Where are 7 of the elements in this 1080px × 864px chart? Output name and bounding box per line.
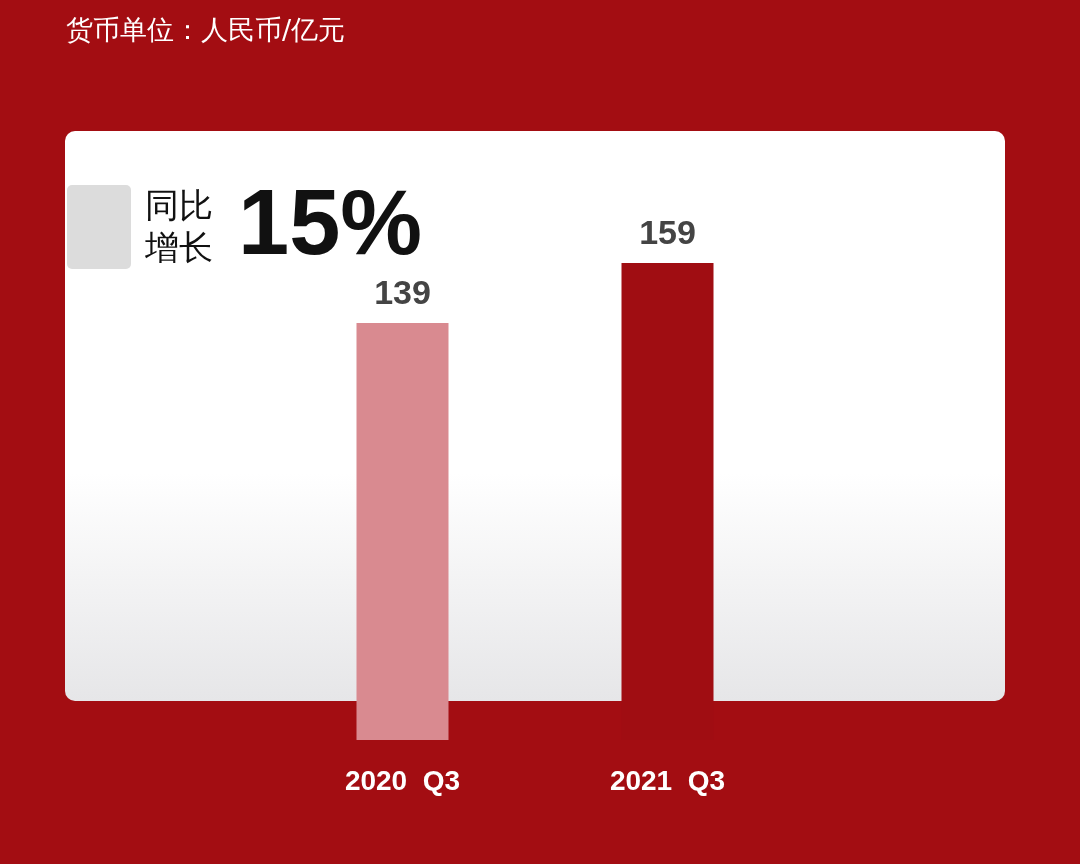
annotation: 15% xyxy=(238,170,423,275)
data-label: 139 xyxy=(374,273,431,311)
data-label: 159 xyxy=(639,213,696,251)
x-tick-label: 2021 Q3 xyxy=(609,764,726,796)
annotation: 同比增长 xyxy=(145,184,214,268)
x-tick-label: 2020 Q3 xyxy=(344,764,461,796)
chart-title: 货币单位：人民币/亿元 xyxy=(66,13,346,47)
